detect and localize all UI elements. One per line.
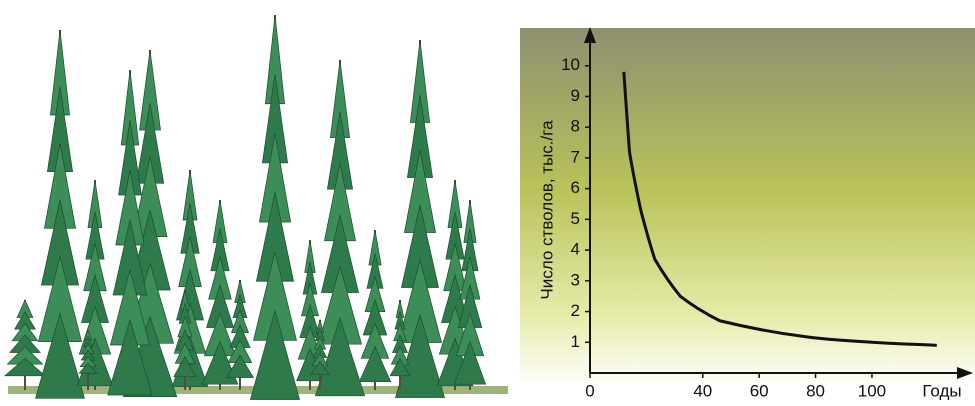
- x-tick-label: 100: [858, 381, 886, 400]
- y-tick-label: 3: [571, 270, 580, 289]
- y-axis-label: Число стволов, тыс./га: [537, 120, 556, 300]
- y-tick-label: 10: [561, 55, 580, 74]
- x-tick-label: 0: [585, 381, 594, 400]
- x-tick-label: 80: [806, 381, 825, 400]
- y-tick-label: 7: [571, 147, 580, 166]
- chart-background: [520, 28, 975, 386]
- y-tick-label: 5: [571, 209, 580, 228]
- y-tick-label: 8: [571, 117, 580, 136]
- x-tick-label: 60: [750, 381, 769, 400]
- y-tick-label: 9: [571, 86, 580, 105]
- forest-illustration: [5, 15, 508, 400]
- x-axis-label: Годы: [922, 381, 961, 400]
- y-tick-label: 1: [571, 332, 580, 351]
- y-tick-label: 6: [571, 178, 580, 197]
- y-tick-label: 4: [571, 240, 580, 259]
- figure: Число стволов, тыс./га Годы 123456789100…: [0, 0, 975, 406]
- x-tick-label: 40: [693, 381, 712, 400]
- y-tick-label: 2: [571, 301, 580, 320]
